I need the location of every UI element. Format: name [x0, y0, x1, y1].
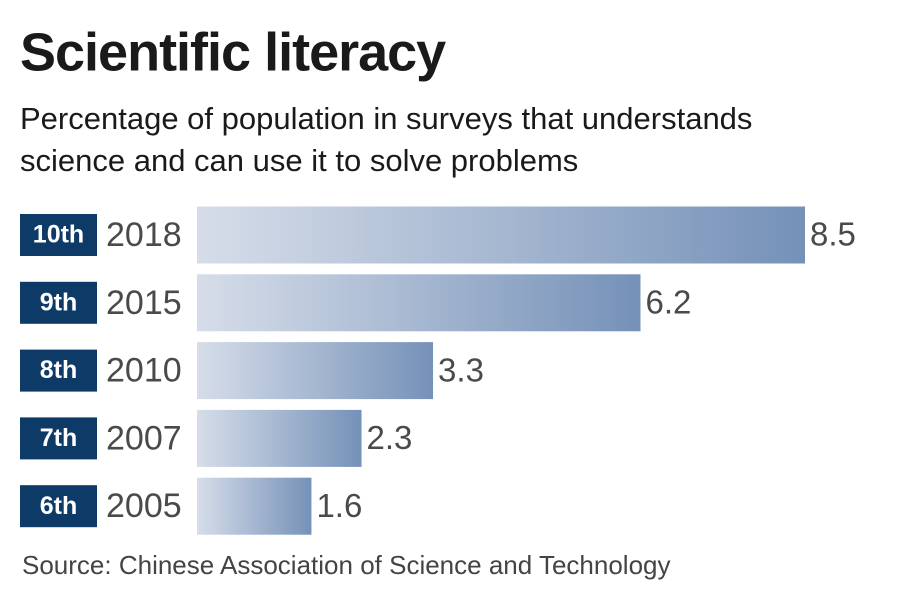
- y-tick-label: 2005: [106, 487, 182, 525]
- value-label: 1.6: [316, 487, 362, 524]
- rank-label: 8th: [40, 356, 78, 384]
- chart-subtitle: science and can use it to solve problems: [20, 143, 578, 178]
- rank-badge: [20, 349, 97, 392]
- source-note: Source: Chinese Association of Science a…: [22, 550, 671, 580]
- value-label: 3.3: [438, 351, 484, 388]
- value-label: 6.2: [645, 284, 691, 321]
- bar: [197, 342, 434, 400]
- rank-label: 10th: [33, 221, 84, 249]
- bar: [197, 477, 312, 535]
- rank-badge: [20, 214, 97, 256]
- rank-label: 9th: [40, 288, 78, 316]
- value-label: 8.5: [810, 216, 856, 253]
- value-label: 2.3: [367, 419, 413, 456]
- rank-label: 7th: [40, 424, 78, 452]
- rank-badge: [20, 417, 97, 460]
- rank-badge: [20, 485, 97, 528]
- chart-subtitle: Percentage of population in surveys that…: [20, 101, 752, 136]
- bar: [197, 274, 641, 332]
- bar: [197, 206, 805, 264]
- rank-label: 6th: [40, 492, 78, 520]
- chart-title: Scientific literacy: [20, 22, 446, 82]
- bar: [197, 409, 362, 467]
- rank-badge: [20, 281, 97, 324]
- y-tick-label: 2010: [106, 352, 182, 390]
- y-tick-label: 2018: [106, 216, 182, 254]
- y-tick-label: 2015: [106, 284, 182, 322]
- y-tick-label: 2007: [106, 419, 182, 457]
